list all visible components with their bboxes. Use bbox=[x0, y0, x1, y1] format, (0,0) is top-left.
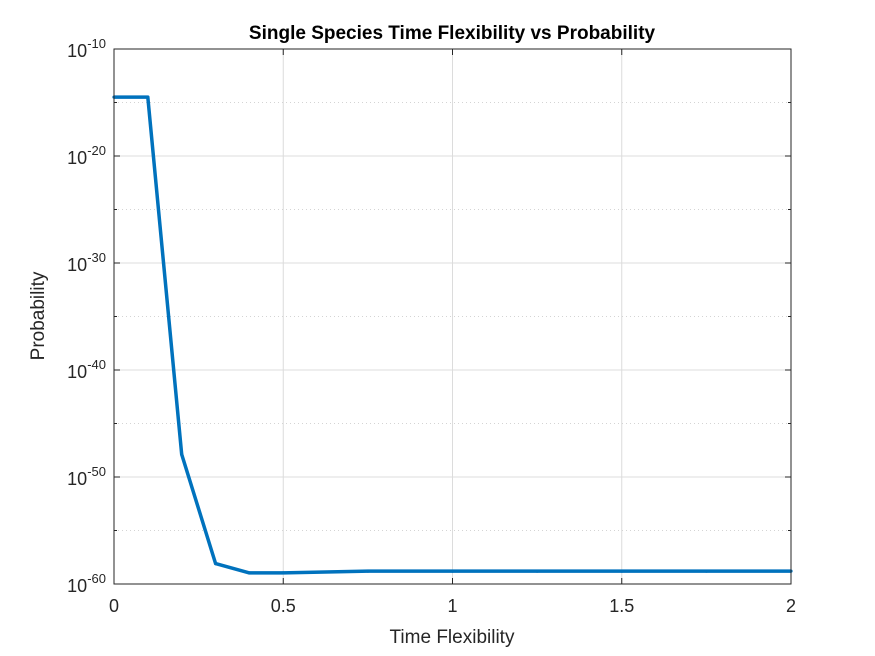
x-tick-label: 0.5 bbox=[271, 596, 296, 616]
x-tick-labels: 0 0.5 1 1.5 2 bbox=[109, 596, 796, 616]
y-tick-base: 10 bbox=[67, 469, 87, 489]
x-tick-label: 1.5 bbox=[609, 596, 634, 616]
grid-lines bbox=[114, 49, 791, 584]
y-tick-label: 10-30 bbox=[67, 250, 106, 275]
x-axis-label: Time Flexibility bbox=[390, 627, 515, 648]
chart-title: Single Species Time Flexibility vs Proba… bbox=[249, 23, 656, 44]
tick-marks bbox=[113, 48, 792, 585]
x-tick-label: 0 bbox=[109, 596, 119, 616]
series-point bbox=[180, 452, 184, 456]
series-point bbox=[146, 95, 150, 99]
y-tick-exponent: -40 bbox=[87, 357, 106, 372]
series-point bbox=[281, 571, 285, 575]
y-tick-label: 10-50 bbox=[67, 464, 106, 489]
y-tick-label: 10-20 bbox=[67, 143, 106, 168]
y-tick-label: 10-40 bbox=[67, 357, 106, 382]
x-tick-label: 1 bbox=[447, 596, 457, 616]
y-tick-exponent: -60 bbox=[87, 571, 106, 586]
y-tick-exponent: -30 bbox=[87, 250, 106, 265]
series-point bbox=[214, 562, 218, 566]
series-point bbox=[450, 569, 455, 573]
series-point bbox=[535, 569, 539, 573]
series-point bbox=[620, 569, 624, 573]
x-tick-label: 2 bbox=[786, 596, 796, 616]
y-tick-exponent: -20 bbox=[87, 143, 106, 158]
y-tick-exponent: -10 bbox=[87, 36, 106, 51]
y-tick-label: 10-60 bbox=[67, 571, 106, 596]
series-line bbox=[114, 95, 791, 575]
series-point bbox=[366, 569, 370, 573]
series-point bbox=[247, 571, 251, 575]
y-tick-base: 10 bbox=[67, 362, 87, 382]
y-tick-base: 10 bbox=[67, 41, 87, 61]
series-point bbox=[704, 569, 709, 573]
y-tick-base: 10 bbox=[67, 255, 87, 275]
y-axis-label: Probability bbox=[28, 271, 49, 360]
y-tick-exponent: -50 bbox=[87, 464, 106, 479]
y-tick-label: 10-10 bbox=[67, 36, 106, 61]
y-tick-base: 10 bbox=[67, 148, 87, 168]
y-tick-base: 10 bbox=[67, 576, 87, 596]
